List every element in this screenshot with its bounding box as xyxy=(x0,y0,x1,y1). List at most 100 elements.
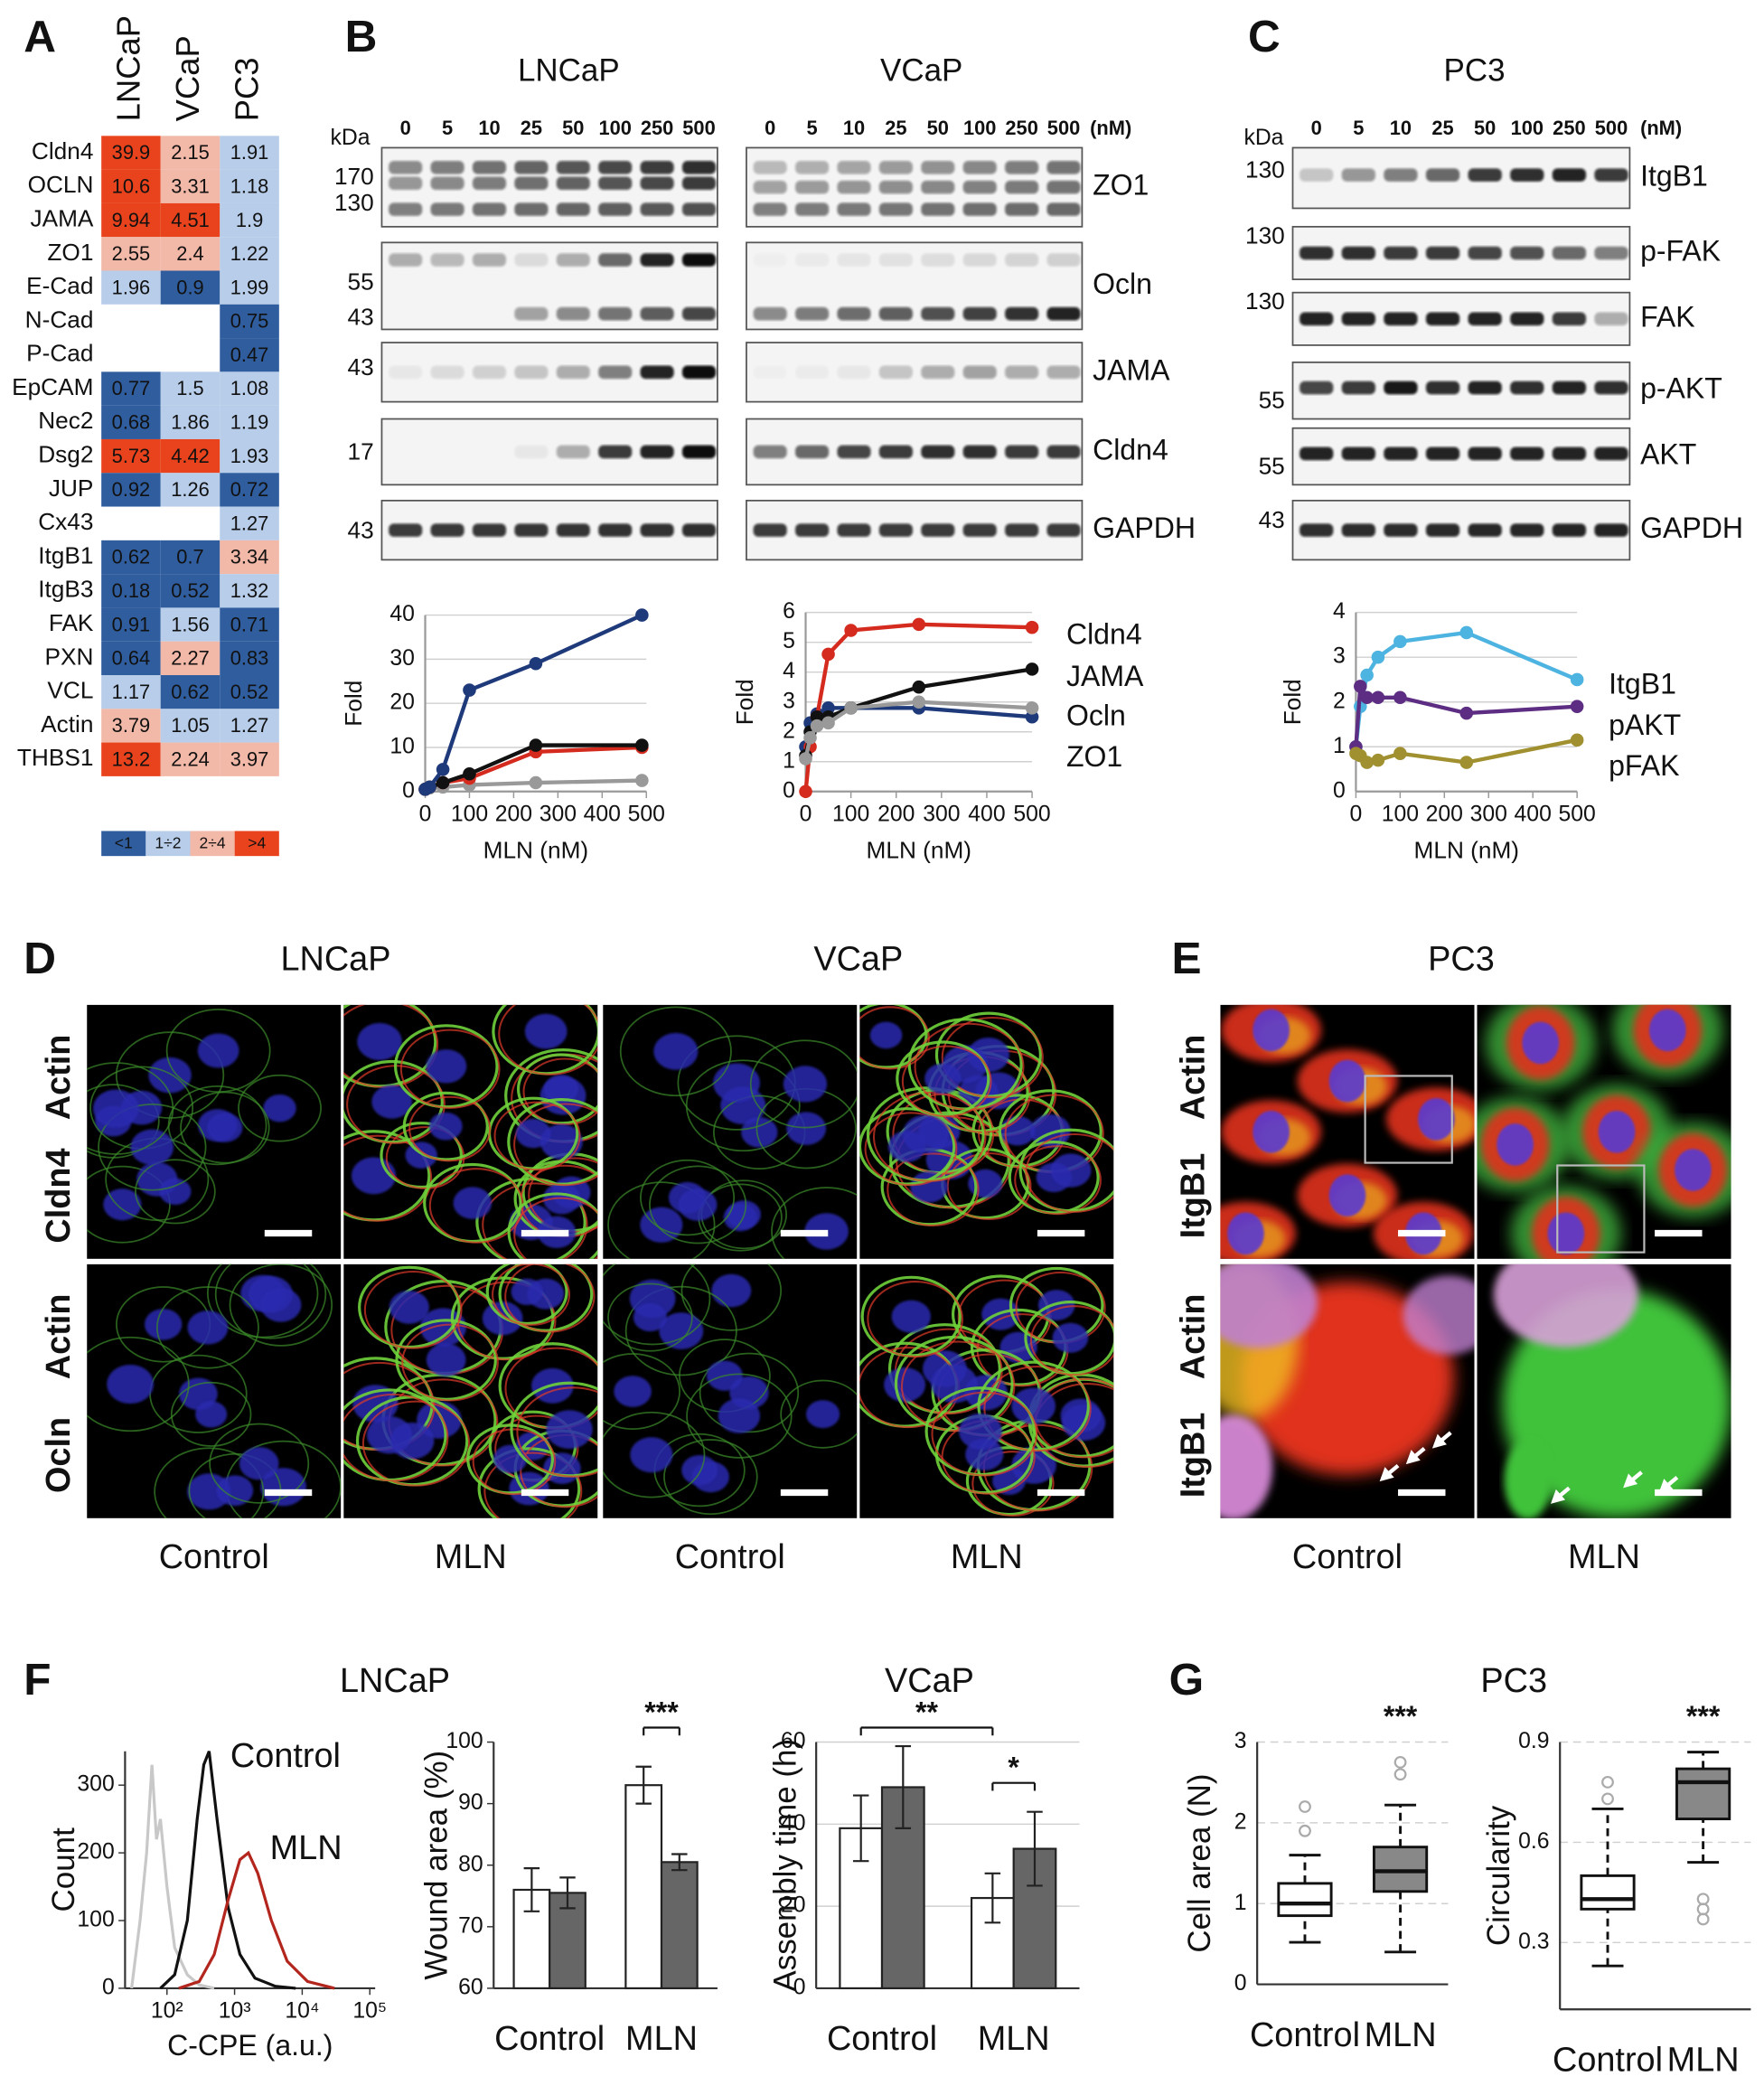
blot-band xyxy=(681,202,717,216)
blot-band xyxy=(1594,446,1628,461)
cell-outline xyxy=(115,1031,225,1119)
nucleus xyxy=(1403,1275,1475,1355)
blot-band xyxy=(430,253,464,267)
dose-label: 10 xyxy=(843,117,865,139)
x-tick-label: MLN xyxy=(1667,2042,1740,2071)
unit-label: (nM) xyxy=(1090,117,1131,139)
row-label: FAK xyxy=(49,609,94,636)
significance: ** xyxy=(915,1696,938,1728)
error-bar xyxy=(671,1853,688,1872)
bar xyxy=(880,1786,925,1990)
data-point xyxy=(423,780,436,794)
blot-band xyxy=(1046,523,1081,537)
y-tick-label: 5 xyxy=(783,629,795,653)
heatmap-cell xyxy=(220,304,279,339)
zoom-box xyxy=(1364,1075,1453,1164)
bar xyxy=(660,1861,699,1990)
cell-outline xyxy=(663,1439,758,1516)
blot-band xyxy=(1468,168,1502,182)
legend-label: MLN xyxy=(270,1829,342,1867)
blot-band xyxy=(389,202,423,216)
cell-outline xyxy=(680,1263,783,1331)
blot-band xyxy=(878,180,913,194)
data-point xyxy=(799,784,812,799)
heatmap-cell xyxy=(220,405,279,439)
heatmap-cell xyxy=(101,641,161,676)
blot-band xyxy=(1510,380,1544,395)
x-tick-label: 10³ xyxy=(219,1999,251,2024)
micrograph xyxy=(343,1004,598,1259)
data-point xyxy=(1360,756,1374,769)
heatmap-cell xyxy=(101,709,161,743)
legend-label: Cldn4 xyxy=(1066,617,1142,650)
blot-band xyxy=(472,253,507,267)
cell-outline xyxy=(483,1451,583,1518)
cell-outline xyxy=(472,1428,557,1496)
legend-label: Control xyxy=(230,1737,341,1775)
stain-label: Actin xyxy=(40,1294,78,1380)
nucleus xyxy=(195,1401,228,1428)
error-bar xyxy=(852,1794,869,1863)
nucleus xyxy=(357,1022,402,1061)
blot-band xyxy=(878,253,913,267)
cell-outline xyxy=(607,1181,716,1259)
data-point xyxy=(463,683,476,697)
cell-value: 1.93 xyxy=(230,445,269,467)
blot-band xyxy=(921,161,955,174)
blot-band xyxy=(640,161,674,174)
row-label: ItgB1 xyxy=(38,541,93,568)
cell-value: 1.26 xyxy=(171,478,210,501)
cell-outline xyxy=(504,1263,596,1333)
condition-label: MLN xyxy=(1568,1538,1640,1576)
row-label: P-Cad xyxy=(26,340,93,367)
blot-band xyxy=(1594,168,1628,182)
blot-band xyxy=(598,445,633,459)
heatmap-cell xyxy=(101,202,161,238)
blot-band xyxy=(514,202,549,216)
x-tick-label: MLN xyxy=(625,2020,698,2058)
cell-outline xyxy=(603,1353,680,1430)
cell-outline xyxy=(361,1400,471,1487)
blot-band xyxy=(681,253,717,267)
blot-band xyxy=(753,161,787,174)
mw-marker: 55 xyxy=(348,268,374,295)
panel-letter: F xyxy=(23,1655,51,1705)
heatmap-cell xyxy=(160,438,220,474)
cell-value: 0.77 xyxy=(112,377,151,399)
nucleus xyxy=(453,1187,493,1219)
blot-band xyxy=(1046,253,1081,267)
cell-outline xyxy=(516,1386,598,1478)
nucleus xyxy=(426,1343,466,1376)
blot-band xyxy=(921,365,955,380)
cell-outline xyxy=(1029,1305,1114,1376)
heatmap-cell xyxy=(160,202,220,238)
nucleus xyxy=(130,1129,174,1166)
box xyxy=(1277,1882,1333,1918)
dose-label: 0 xyxy=(765,117,775,139)
y-tick-label: 0 xyxy=(102,1975,115,1999)
nucleus xyxy=(144,1309,183,1340)
cell-outline xyxy=(624,1285,737,1376)
heatmap-cell xyxy=(220,641,279,676)
bar xyxy=(624,1784,663,1990)
nucleus xyxy=(93,1089,139,1128)
heatmap-cell xyxy=(220,473,279,507)
blot-band xyxy=(556,161,590,174)
heatmap-cell xyxy=(160,709,220,743)
blot-band xyxy=(640,365,674,380)
dose-label: 100 xyxy=(1511,117,1544,139)
outlier xyxy=(1299,1824,1311,1837)
stain-label: Actin xyxy=(40,1035,78,1121)
cell-outline xyxy=(1024,1301,1114,1376)
blot-band xyxy=(1510,312,1544,326)
scale-bar xyxy=(521,1489,569,1497)
y-tick-label: 4 xyxy=(783,659,795,683)
blot-band xyxy=(837,202,871,216)
heatmap-cell xyxy=(101,574,161,608)
y-tick-label: 10 xyxy=(389,735,415,759)
blot-band xyxy=(837,306,871,321)
y-axis-label: Cell area (N) xyxy=(1182,1773,1217,1952)
cell-outline xyxy=(214,1263,327,1339)
row-label: EpCAM xyxy=(12,373,93,400)
